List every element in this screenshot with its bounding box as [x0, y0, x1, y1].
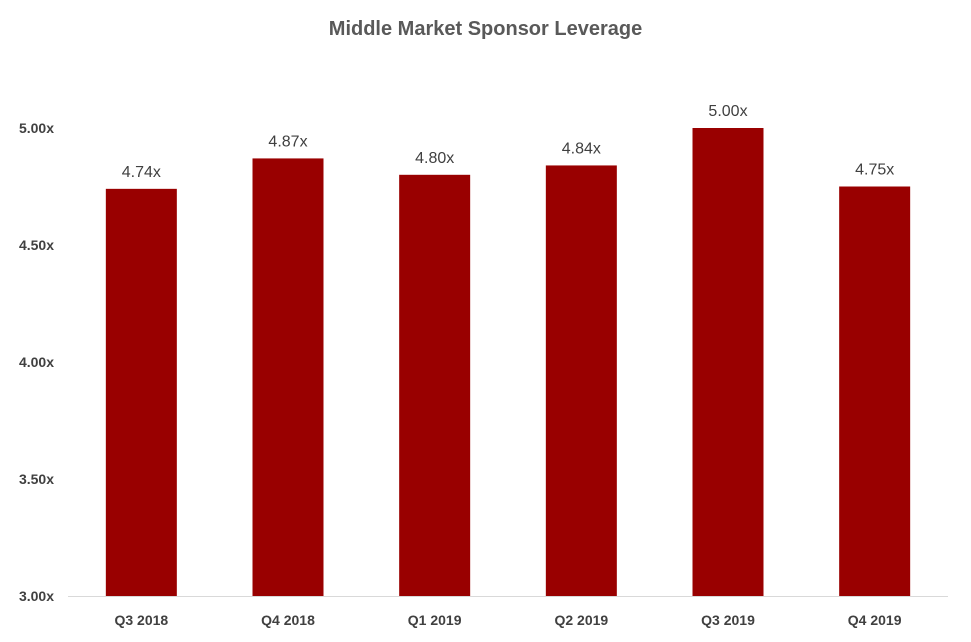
data-label: 4.75x [855, 162, 894, 179]
x-tick-label: Q3 2018 [114, 612, 168, 628]
y-tick-label: 5.00x [19, 120, 54, 136]
y-tick-label: 4.50x [19, 237, 54, 253]
bar [545, 165, 617, 596]
x-tick-label: Q2 2019 [554, 612, 608, 628]
chart-title: Middle Market Sponsor Leverage [328, 18, 643, 40]
x-tick-label: Q1 2019 [408, 612, 462, 628]
data-label: 4.87x [268, 133, 307, 150]
bar [399, 174, 471, 597]
bar [839, 186, 911, 596]
bar [252, 158, 324, 597]
bar [692, 128, 764, 596]
y-tick-label: 3.50x [19, 471, 54, 487]
data-label: 4.84x [562, 140, 601, 157]
data-label: 5.00x [708, 103, 747, 120]
x-tick-label: Q4 2018 [261, 612, 315, 628]
y-tick-label: 4.00x [19, 354, 54, 370]
data-label: 4.74x [122, 164, 161, 181]
bar [105, 188, 177, 596]
y-tick-label: 3.00x [19, 588, 54, 604]
x-tick-label: Q4 2019 [848, 612, 902, 628]
data-label: 4.80x [415, 150, 454, 167]
x-tick-label: Q3 2019 [701, 612, 755, 628]
